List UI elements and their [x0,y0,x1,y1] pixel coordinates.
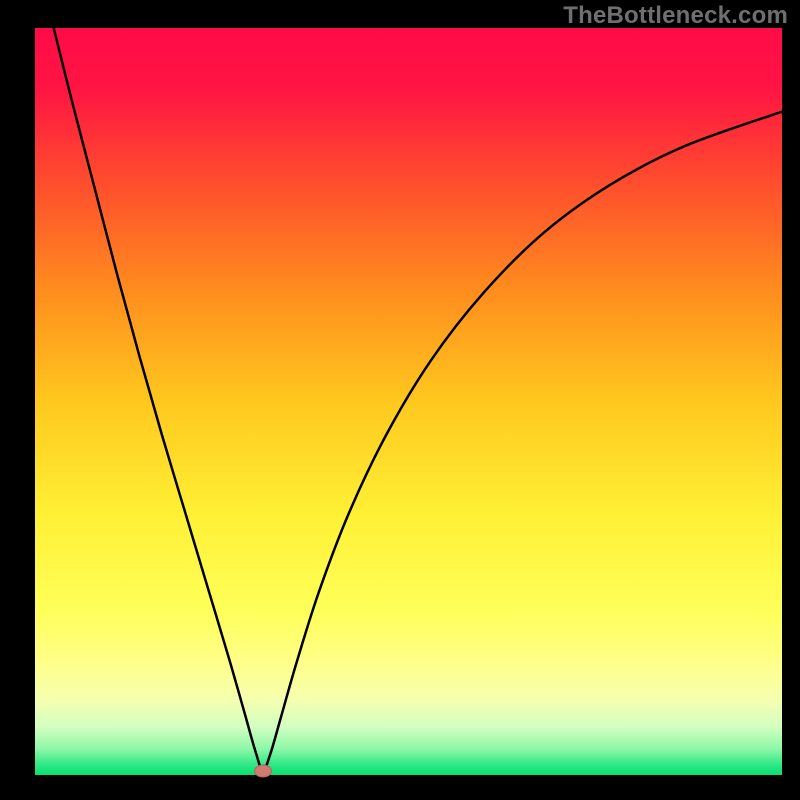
chart-canvas: TheBottleneck.com [0,0,800,800]
plot-area [35,28,782,775]
bottleneck-curve [35,28,782,775]
watermark-label: TheBottleneck.com [563,2,788,30]
optimal-point-marker [254,764,272,777]
